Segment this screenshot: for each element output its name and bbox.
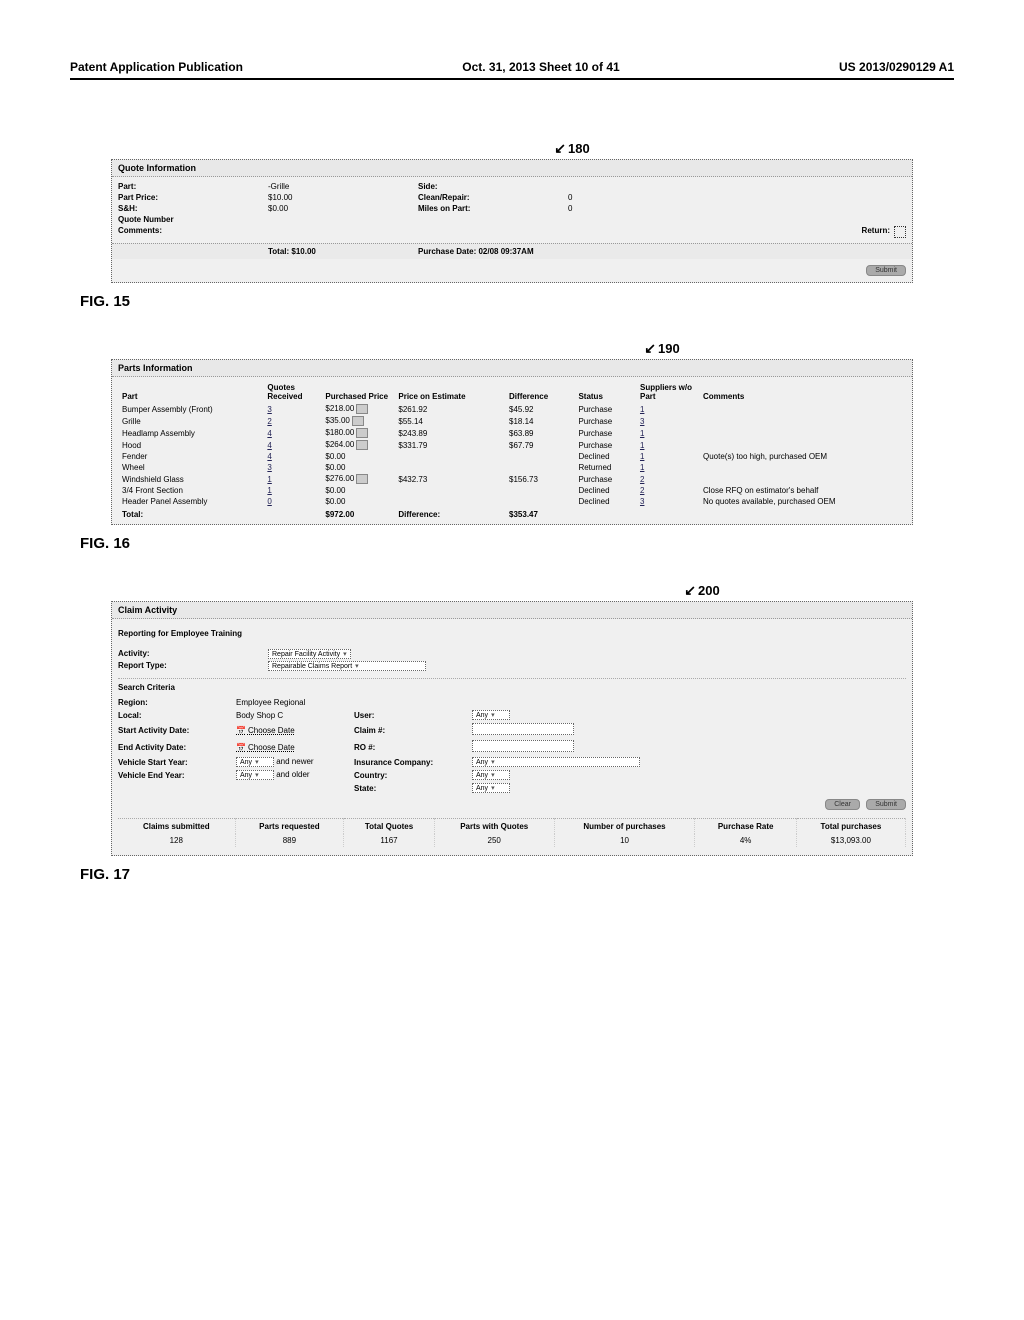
ref-200: 200 bbox=[450, 582, 954, 599]
quote-info-title: Quote Information bbox=[112, 160, 912, 177]
table-row: Hood4$264.00$331.79$67.79Purchase1 bbox=[118, 439, 906, 451]
header-center: Oct. 31, 2013 Sheet 10 of 41 bbox=[462, 60, 619, 74]
ref-180: 180 bbox=[190, 140, 954, 157]
user-dropdown[interactable]: Any bbox=[472, 710, 510, 720]
quotes-link[interactable]: 3 bbox=[263, 462, 321, 473]
suppliers-link[interactable]: 2 bbox=[636, 473, 699, 485]
price-icon bbox=[356, 440, 368, 450]
price-icon bbox=[356, 404, 368, 414]
table-row: Header Panel Assembly0$0.00Declined3No q… bbox=[118, 496, 906, 507]
suppliers-link[interactable]: 1 bbox=[636, 462, 699, 473]
report-dropdown[interactable]: Repairable Claims Report bbox=[268, 661, 426, 671]
ref-190: 190 bbox=[370, 340, 954, 357]
table-row: Wheel3$0.00Returned1 bbox=[118, 462, 906, 473]
table-row: Windshield Glass1$276.00$432.73$156.73Pu… bbox=[118, 473, 906, 485]
quotes-link[interactable]: 1 bbox=[263, 473, 321, 485]
row-comments: Comments: Return: bbox=[118, 225, 906, 239]
suppliers-link[interactable]: 3 bbox=[636, 496, 699, 507]
parts-table: Part Quotes Received Purchased Price Pri… bbox=[118, 381, 906, 520]
country-dropdown[interactable]: Any bbox=[472, 770, 510, 780]
activity-row: Activity: Repair Facility Activity bbox=[118, 648, 906, 660]
return-label: Return: bbox=[862, 226, 890, 238]
row-price: Part Price: $10.00 Clean/Repair: 0 bbox=[118, 192, 906, 203]
header-left: Patent Application Publication bbox=[70, 60, 243, 74]
quotes-link[interactable]: 4 bbox=[263, 439, 321, 451]
row-part: Part: -Grille Side: bbox=[118, 181, 906, 192]
suppliers-link[interactable]: 1 bbox=[636, 403, 699, 415]
price-icon bbox=[352, 416, 364, 426]
submit-button-2[interactable]: Submit bbox=[866, 799, 906, 810]
page-header: Patent Application Publication Oct. 31, … bbox=[70, 60, 954, 80]
parts-info-panel: Parts Information Part Quotes Received P… bbox=[111, 359, 913, 525]
vstart-dropdown[interactable]: Any bbox=[236, 757, 274, 767]
row-quotenum: Quote Number bbox=[118, 214, 906, 225]
price-icon bbox=[356, 474, 368, 484]
claim-input[interactable] bbox=[472, 723, 574, 735]
suppliers-link[interactable]: 3 bbox=[636, 415, 699, 427]
report-row: Report Type: Repairable Claims Report bbox=[118, 660, 906, 672]
fig-16-label: FIG. 16 bbox=[80, 535, 954, 552]
quotes-link[interactable]: 1 bbox=[263, 485, 321, 496]
summary-table: Claims submittedParts requestedTotal Quo… bbox=[118, 818, 906, 847]
fig-17-label: FIG. 17 bbox=[80, 866, 954, 883]
state-dropdown[interactable]: Any bbox=[472, 783, 510, 793]
clear-button[interactable]: Clear bbox=[825, 799, 860, 810]
parts-info-title: Parts Information bbox=[112, 360, 912, 377]
ro-input[interactable] bbox=[472, 740, 574, 752]
table-row: 3/4 Front Section1$0.00Declined2Close RF… bbox=[118, 485, 906, 496]
submit-button[interactable]: Submit bbox=[866, 265, 906, 276]
fig-15-label: FIG. 15 bbox=[80, 293, 954, 310]
criteria-title: Search Criteria bbox=[118, 683, 906, 692]
end-date-picker[interactable]: Choose Date bbox=[236, 743, 346, 752]
criteria-grid: Region: Employee Regional Local: Body Sh… bbox=[118, 698, 906, 793]
reporting-subtitle: Reporting for Employee Training bbox=[118, 629, 906, 638]
suppliers-link[interactable]: 2 bbox=[636, 485, 699, 496]
vend-dropdown[interactable]: Any bbox=[236, 770, 274, 780]
return-checkbox[interactable] bbox=[894, 226, 906, 238]
table-row: Fender4$0.00Declined1Quote(s) too high, … bbox=[118, 451, 906, 462]
insurance-dropdown[interactable]: Any bbox=[472, 757, 640, 767]
price-icon bbox=[356, 428, 368, 438]
quotes-link[interactable]: 3 bbox=[263, 403, 321, 415]
claim-activity-title: Claim Activity bbox=[112, 602, 912, 619]
row-sh: S&H: $0.00 Miles on Part: 0 bbox=[118, 203, 906, 214]
activity-dropdown[interactable]: Repair Facility Activity bbox=[268, 649, 351, 659]
suppliers-link[interactable]: 1 bbox=[636, 439, 699, 451]
table-row: Bumper Assembly (Front)3$218.00$261.92$4… bbox=[118, 403, 906, 415]
quotes-link[interactable]: 2 bbox=[263, 415, 321, 427]
header-right: US 2013/0290129 A1 bbox=[839, 60, 954, 74]
quotes-link[interactable]: 4 bbox=[263, 427, 321, 439]
totals-row: Total: $10.00 Purchase Date: 02/08 09:37… bbox=[112, 243, 912, 259]
suppliers-link[interactable]: 1 bbox=[636, 427, 699, 439]
table-row: Headlamp Assembly4$180.00$243.89$63.89Pu… bbox=[118, 427, 906, 439]
quote-info-panel: Quote Information Part: -Grille Side: Pa… bbox=[111, 159, 913, 283]
start-date-picker[interactable]: Choose Date bbox=[236, 726, 346, 735]
quotes-link[interactable]: 4 bbox=[263, 451, 321, 462]
claim-activity-panel: Claim Activity Reporting for Employee Tr… bbox=[111, 601, 913, 856]
suppliers-link[interactable]: 1 bbox=[636, 451, 699, 462]
quotes-link[interactable]: 0 bbox=[263, 496, 321, 507]
table-row: Grille2$35.00$55.14$18.14Purchase3 bbox=[118, 415, 906, 427]
